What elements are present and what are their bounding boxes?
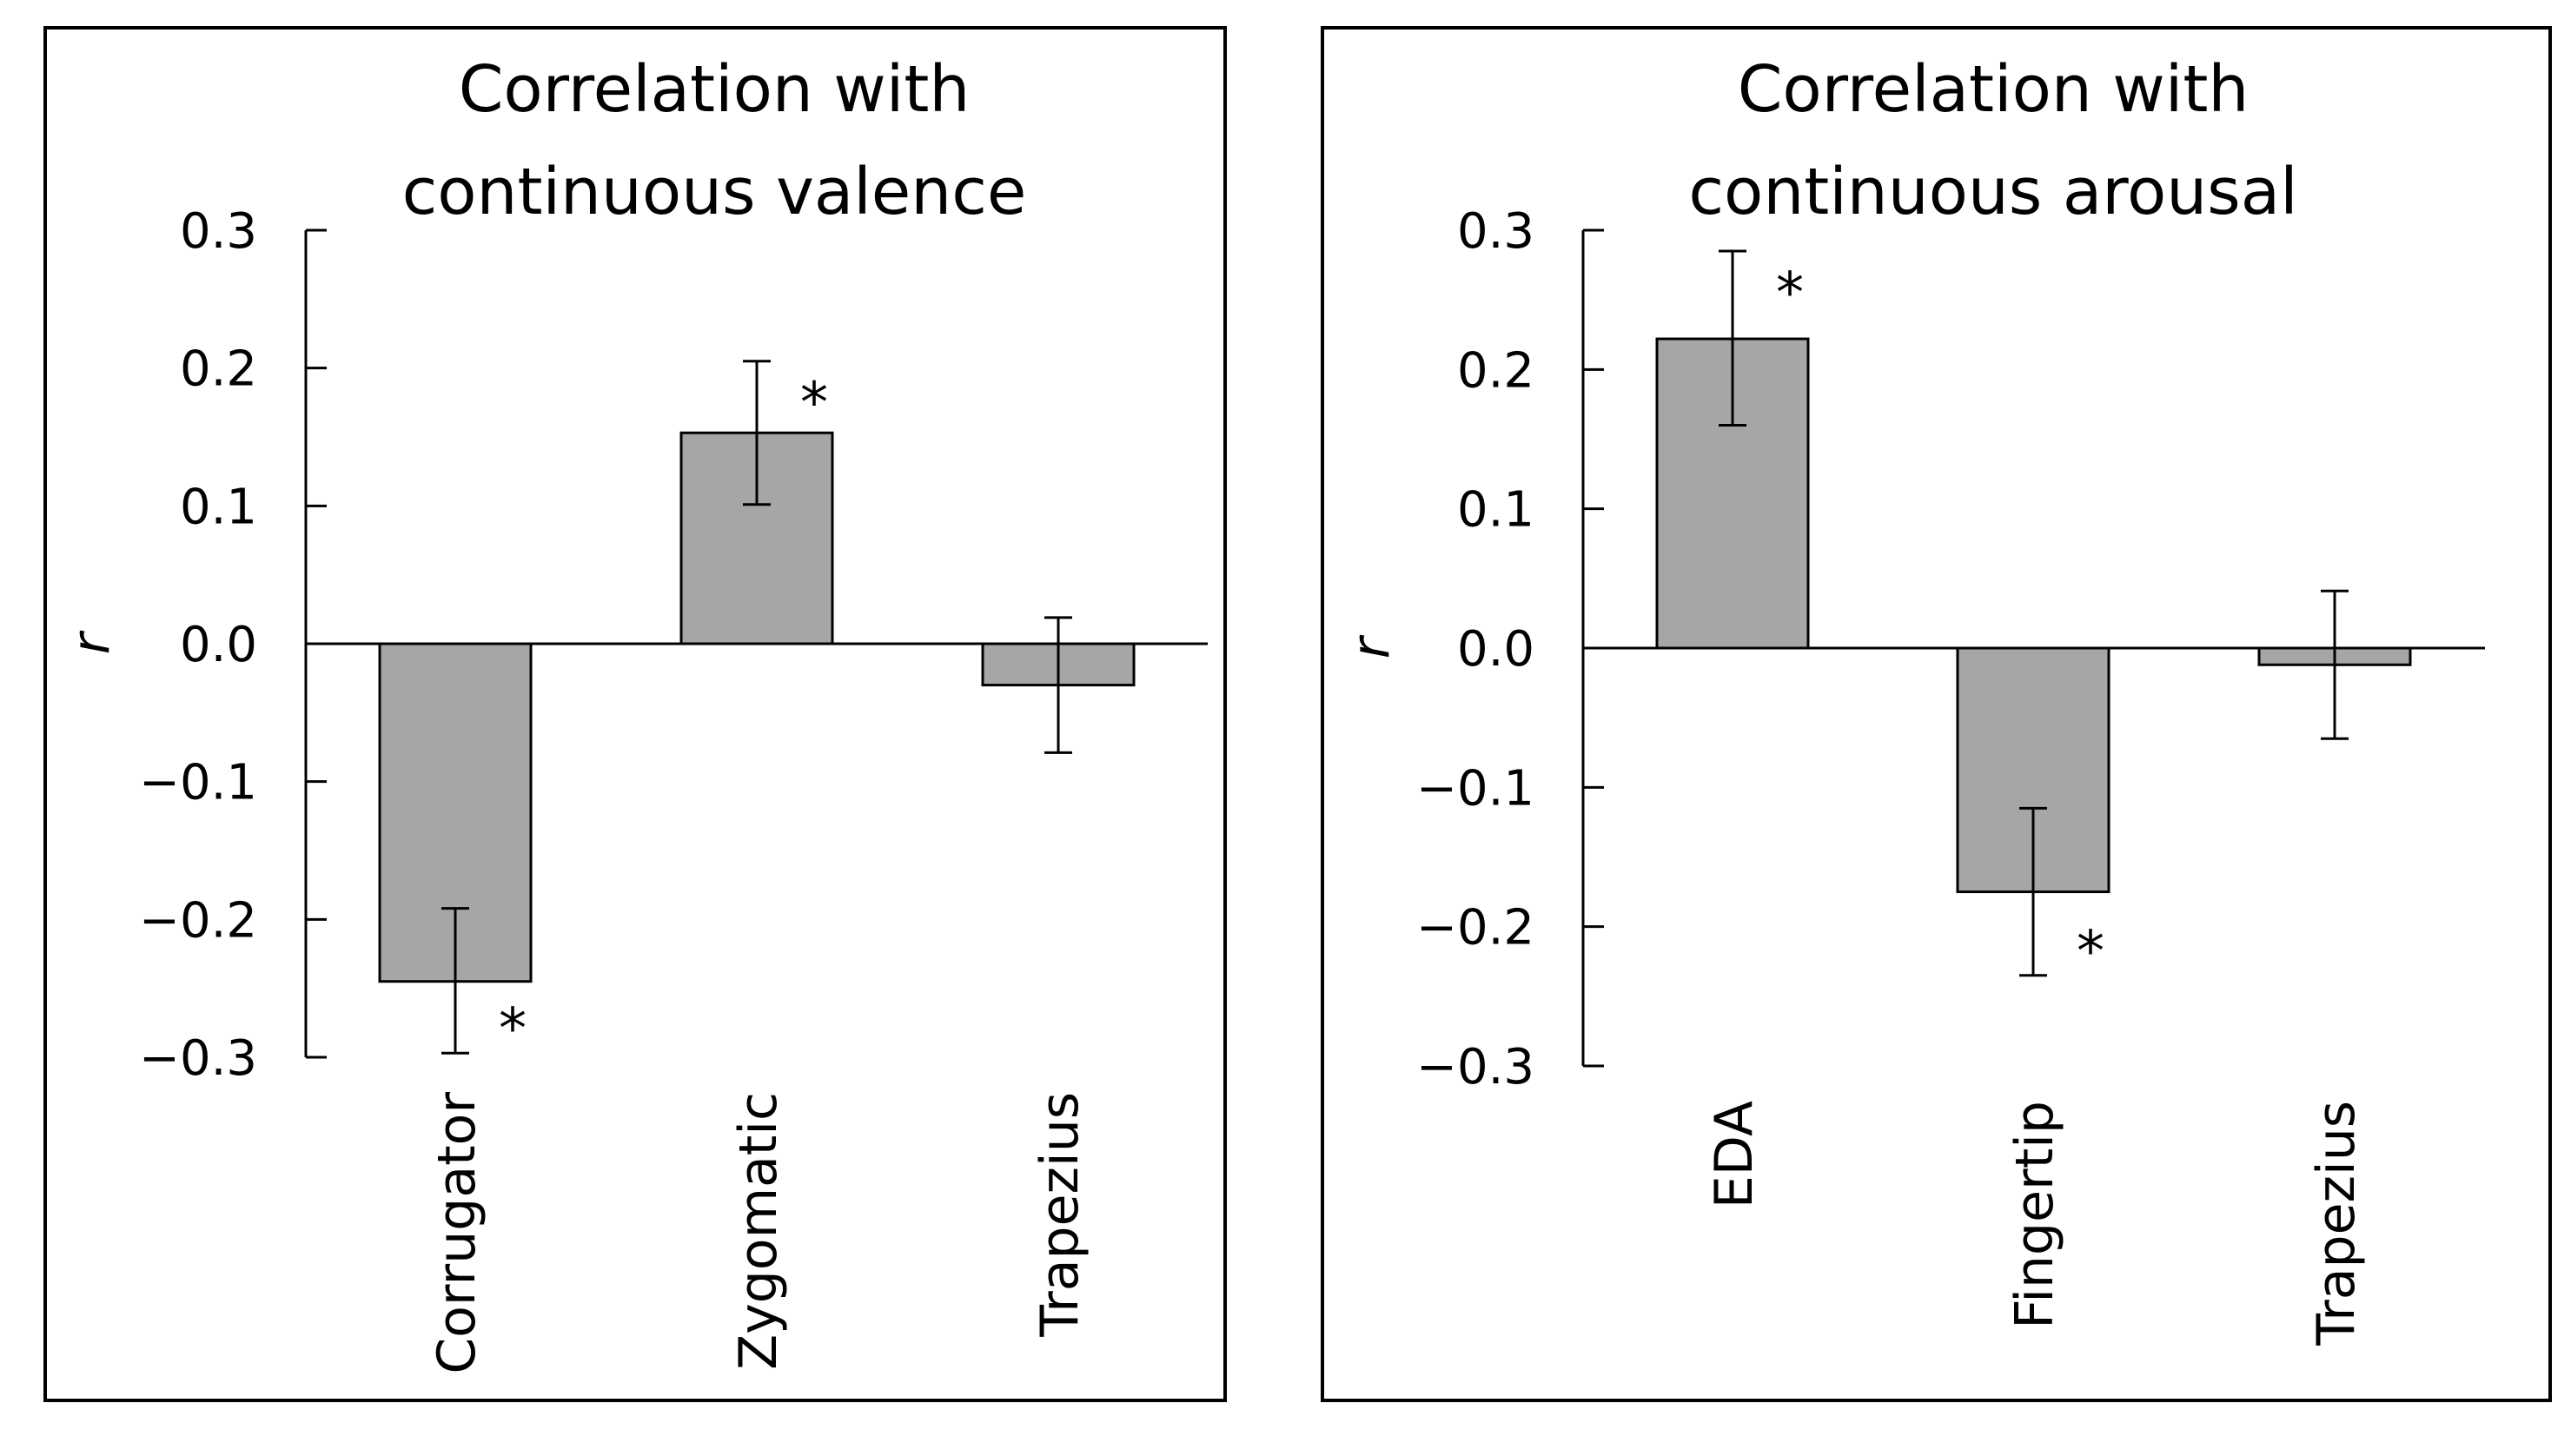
chart-title-line: Correlation with xyxy=(459,52,971,127)
y-tick-label: 0.3 xyxy=(180,203,257,260)
y-tick-label: −0.2 xyxy=(1416,900,1534,956)
category-label-trapezius: Trapezius xyxy=(1030,1092,1090,1338)
valence-panel: Correlation with continuous valence 0.3 0.2… xyxy=(43,26,1227,1402)
y-tick-label: −0.3 xyxy=(139,1030,257,1087)
chart-title-line: continuous valence xyxy=(402,155,1027,229)
chart-title-line: Correlation with xyxy=(1738,52,2250,127)
y-tick-label: 0.0 xyxy=(180,617,257,673)
category-label-zygomatic: Zygomatic xyxy=(728,1092,789,1370)
y-axis-label: r xyxy=(61,630,122,654)
panel-frame xyxy=(43,26,1227,1402)
y-tick-label: 0.2 xyxy=(1457,342,1534,399)
y-axis-label: r xyxy=(1341,634,1401,659)
significance-marker: * xyxy=(800,372,828,436)
y-tick-label: 0.1 xyxy=(1457,482,1534,539)
significance-marker: * xyxy=(2077,920,2104,984)
y-tick-label: 0.2 xyxy=(180,341,257,398)
significance-marker: * xyxy=(499,997,527,1062)
y-tick-label: −0.1 xyxy=(139,755,257,811)
y-tick-label: 0.0 xyxy=(1457,621,1534,678)
arousal-panel: Correlation with continuous arousal 0.3 0.2… xyxy=(1321,26,2552,1402)
y-tick-label: −0.3 xyxy=(1416,1039,1534,1095)
y-tick-label: −0.1 xyxy=(1416,760,1534,817)
category-label-corrugator: Corrugator xyxy=(427,1092,487,1374)
y-tick-label: 0.3 xyxy=(1457,203,1534,260)
category-label-eda: EDA xyxy=(1704,1101,1765,1208)
significance-marker: * xyxy=(1776,261,1804,326)
chart-title-line: continuous arousal xyxy=(1688,155,2297,229)
y-tick-label: 0.1 xyxy=(180,479,257,535)
category-label-trapezius: Trapezius xyxy=(2306,1101,2367,1347)
panel-frame xyxy=(1321,26,2552,1402)
category-label-fingertip: Fingertip xyxy=(2004,1101,2065,1329)
y-tick-label: −0.2 xyxy=(139,892,257,949)
